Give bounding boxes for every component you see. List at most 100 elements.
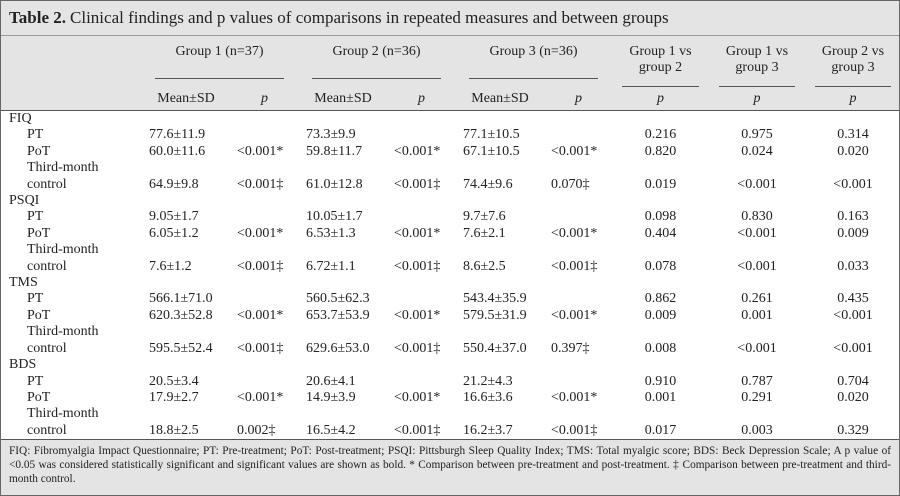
data-row: PT 20.5±3.4 20.6±4.1 21.2±4.3 0.910 0.787 0.70… xyxy=(1,373,899,390)
comparison-header: Group 2 vs group 3 xyxy=(805,36,899,88)
data-row: PoT 620.3±52.8 <0.001* 653.7±53.9 <0.001* 579… xyxy=(1,307,899,324)
title-label: Table 2. xyxy=(9,8,67,27)
data-cell: 18.8±2.5 xyxy=(149,422,199,438)
data-cell: <0.001* xyxy=(237,143,284,159)
data-cell: 629.6±53.0 xyxy=(306,340,370,356)
empty-cell xyxy=(709,193,805,209)
data-cell: <0.001 xyxy=(833,340,873,356)
row-label: PoT xyxy=(27,143,51,159)
group-header: Group 2 (n=36) xyxy=(298,36,455,88)
data-cell: 0.070‡ xyxy=(551,176,590,192)
data-cell: <0.001 xyxy=(737,258,777,274)
empty-cell xyxy=(298,193,388,209)
empty-cell xyxy=(455,357,545,373)
data-cell: 7.6±2.1 xyxy=(463,225,506,241)
data-cell: 61.0±12.8 xyxy=(306,176,363,192)
empty-cell xyxy=(455,111,545,128)
row-label: PT xyxy=(27,209,44,225)
data-cell: 0.020 xyxy=(837,143,869,159)
empty-cell xyxy=(388,193,455,209)
section-label: FIQ xyxy=(9,111,32,126)
table-body: FIQ PT 77.6±11.9 73.3±9.9 77.1±10.5 0.216 0.97… xyxy=(1,111,899,440)
data-cell: 0.404 xyxy=(644,225,677,241)
data-cell: 0.216 xyxy=(644,127,677,143)
data-cell: 0.397‡ xyxy=(551,340,590,356)
sub-header: p xyxy=(709,88,805,111)
section-row: TMS xyxy=(1,275,899,291)
data-cell: 73.3±9.9 xyxy=(306,127,356,143)
sub-header: p xyxy=(388,88,455,111)
data-cell: <0.001* xyxy=(551,225,598,241)
empty-cell xyxy=(141,275,231,291)
section-label: BDS xyxy=(9,357,37,373)
row-label: PT xyxy=(27,373,44,389)
empty-cell xyxy=(388,374,455,390)
sub-header: p xyxy=(545,88,612,111)
data-cell: 0.008 xyxy=(644,340,677,356)
data-cell: <0.001 xyxy=(737,340,777,356)
row-label: Third-month control xyxy=(27,406,99,438)
data-cell: 560.5±62.3 xyxy=(306,291,370,307)
section-label: PSQI xyxy=(9,193,40,209)
data-cell: 579.5±31.9 xyxy=(463,307,527,323)
empty-cell xyxy=(709,357,805,373)
group-label: Group 2 (n=36) xyxy=(312,44,441,79)
sub-header-row: Mean±SD p Mean±SD p Mean±SD p p p p xyxy=(1,88,899,111)
empty-cell xyxy=(545,374,612,390)
empty-cell xyxy=(805,111,899,128)
data-cell: 0.787 xyxy=(741,373,773,389)
data-cell: <0.001* xyxy=(394,389,441,405)
data-cell: 0.098 xyxy=(644,209,677,225)
data-cell: <0.001 xyxy=(737,176,777,192)
data-cell: 74.4±9.6 xyxy=(463,176,513,192)
empty-cell xyxy=(231,374,298,390)
data-cell: 21.2±4.3 xyxy=(463,373,513,389)
data-cell: 16.2±3.7 xyxy=(463,422,513,438)
data-cell: <0.001‡ xyxy=(394,340,441,356)
sub-header: Mean±SD xyxy=(455,88,545,111)
data-cell: <0.001* xyxy=(237,307,284,323)
row-label: Third-month control xyxy=(27,324,99,356)
data-cell: <0.001 xyxy=(737,225,777,241)
data-cell: 653.7±53.9 xyxy=(306,307,370,323)
row-label: PoT xyxy=(27,225,51,241)
data-cell: 0.078 xyxy=(644,258,677,274)
data-cell: 0.329 xyxy=(837,422,869,438)
data-cell: <0.001‡ xyxy=(551,258,598,274)
row-label: Third-month control xyxy=(27,160,99,192)
empty-cell xyxy=(298,275,388,291)
section-row: BDS xyxy=(1,357,899,373)
row-label: PT xyxy=(27,291,44,307)
data-cell: 550.4±37.0 xyxy=(463,340,527,356)
data-cell: <0.001* xyxy=(237,389,284,405)
footnote: FIQ: Fibromyalgia Impact Questionnaire; … xyxy=(1,439,899,495)
data-cell: <0.001‡ xyxy=(394,422,441,438)
section-row: PSQI xyxy=(1,193,899,209)
empty-cell xyxy=(231,275,298,291)
empty-cell xyxy=(388,111,455,128)
data-cell: 0.704 xyxy=(837,373,869,389)
data-row: Third-month control 595.5±52.4 <0.001‡ 629.… xyxy=(1,324,899,357)
empty-cell xyxy=(709,111,805,128)
empty-cell xyxy=(388,209,455,225)
data-cell: 0.017 xyxy=(644,422,677,438)
data-cell: <0.001‡ xyxy=(237,258,284,274)
sub-header: p xyxy=(231,88,298,111)
empty-cell xyxy=(805,193,899,209)
empty-cell xyxy=(805,357,899,373)
empty-cell xyxy=(388,275,455,291)
data-cell: 17.9±2.7 xyxy=(149,389,199,405)
data-cell: 0.910 xyxy=(644,373,677,389)
empty-cell xyxy=(545,275,612,291)
data-cell: <0.001‡ xyxy=(394,258,441,274)
empty-cell xyxy=(231,357,298,373)
data-cell: 20.6±4.1 xyxy=(306,373,356,389)
sub-header: Mean±SD xyxy=(298,88,388,111)
data-row: PT 9.05±1.7 10.05±1.7 9.7±7.6 0.098 0.830 0.16… xyxy=(1,209,899,225)
data-cell: <0.001 xyxy=(833,307,873,323)
row-label: PoT xyxy=(27,307,51,323)
data-cell: 0.820 xyxy=(644,143,677,159)
data-cell: 77.1±10.5 xyxy=(463,127,520,143)
empty-cell xyxy=(388,357,455,373)
section-row: FIQ xyxy=(1,111,899,128)
